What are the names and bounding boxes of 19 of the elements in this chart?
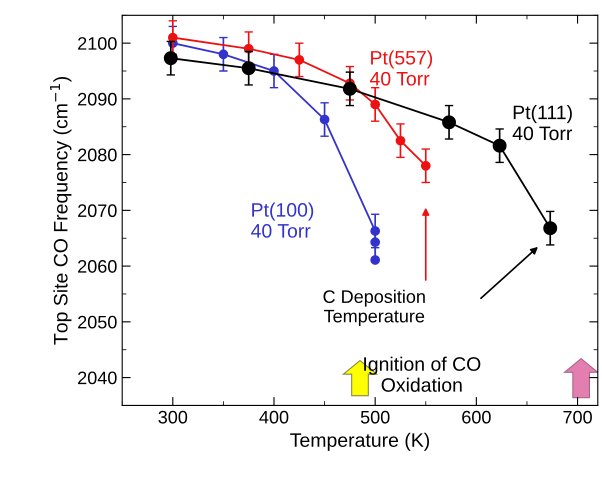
x-tick-label: 700 <box>563 410 592 424</box>
annotation: C Deposition Temperature <box>324 290 425 326</box>
y-tick-label: 2090 <box>78 92 117 106</box>
y-tick-label: 2100 <box>78 37 117 50</box>
annotation: Ignition of CO Oxidation <box>364 356 480 392</box>
x-tick-label: 300 <box>158 410 188 424</box>
text: Pt(100) 40 Torr <box>251 202 314 238</box>
x-axis-title: Temperature (K) <box>290 432 430 451</box>
y-tick-label: 2070 <box>78 204 117 218</box>
x-tick-label: 500 <box>360 410 390 424</box>
x-tick-label: 600 <box>462 410 491 424</box>
y-axis-title: Top Site CO Frequency (cm$^{−1}$) <box>50 77 72 345</box>
x-tick-label: 400 <box>259 410 288 424</box>
series-label: Pt(557) 40 Torr <box>370 50 432 86</box>
y-tick-label: 2060 <box>78 260 117 273</box>
y-tick-label: 2080 <box>78 148 117 162</box>
y-tick-label: 2050 <box>78 316 117 329</box>
y-tick-label: 2040 <box>78 372 117 384</box>
legend-label: Pt(111) 40 Torr <box>512 104 572 140</box>
